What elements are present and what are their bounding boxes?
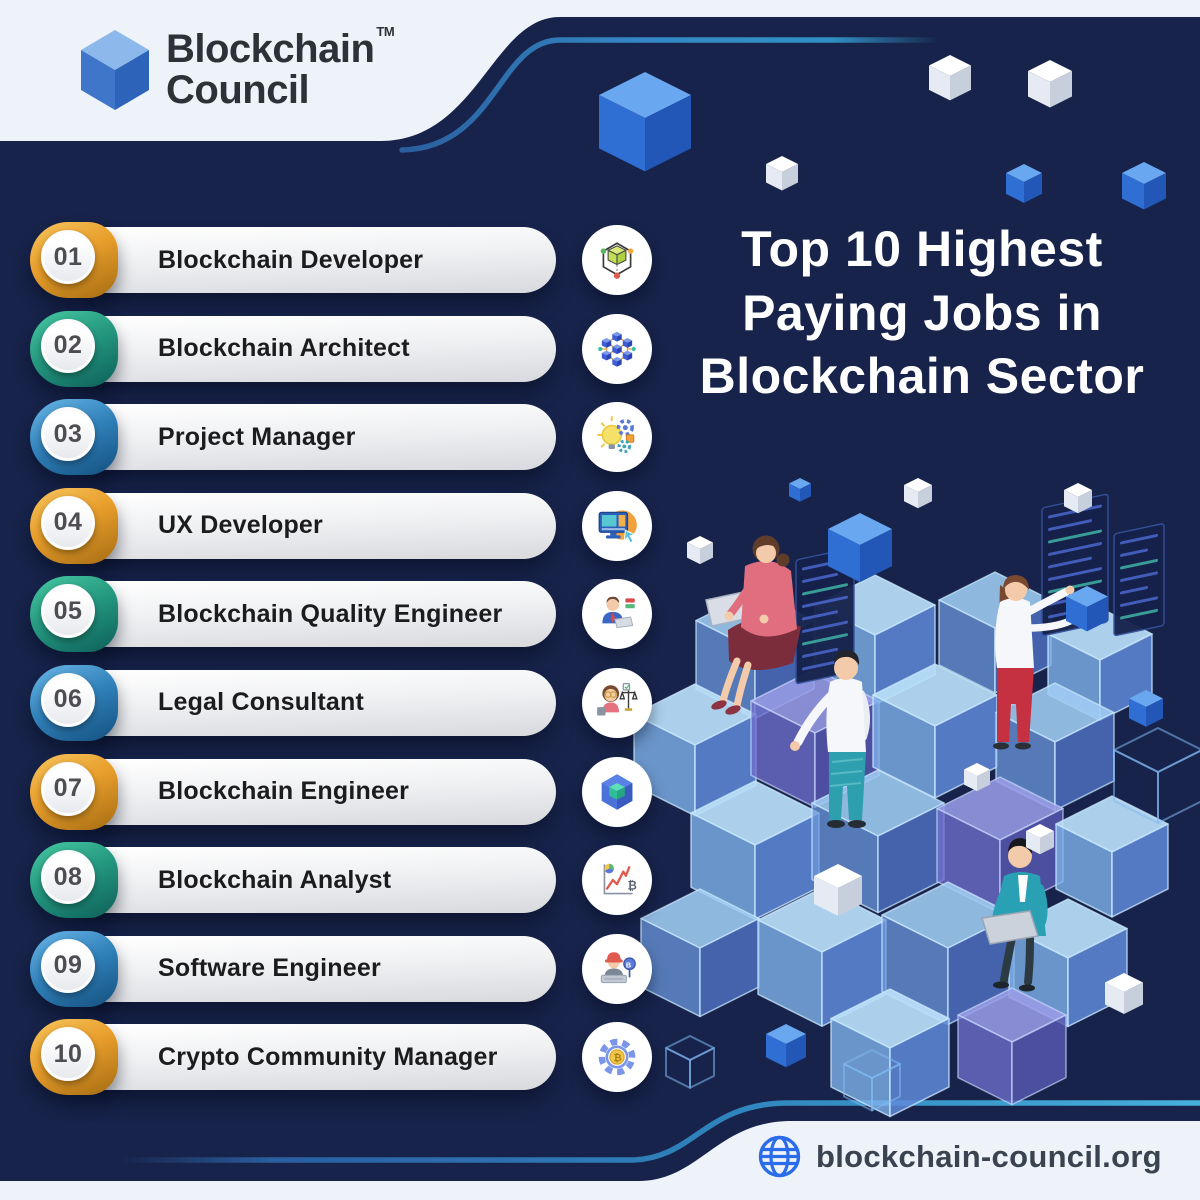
ux-developer-icon — [582, 490, 652, 561]
crypto-community-manager-icon: ₿ — [582, 1022, 652, 1093]
blockchain-architect-icon — [582, 313, 652, 384]
job-pill: Blockchain Developer — [74, 227, 556, 293]
job-row-05: Blockchain Quality Engineer 05 — [22, 576, 652, 653]
job-number-badge: 08 — [41, 850, 95, 905]
legal-consultant-icon — [582, 667, 652, 738]
project-manager-icon — [582, 402, 652, 473]
blockchain-analyst-icon: ₿ — [582, 845, 652, 916]
title-line-3: Blockchain Sector — [699, 348, 1145, 404]
job-pill: Crypto Community Manager — [74, 1024, 556, 1091]
jobs-list: Blockchain Developer 01 Blockchain Archi… — [22, 222, 652, 1096]
job-pill: Blockchain Architect — [74, 315, 556, 382]
website-url: blockchain-council.org — [816, 1138, 1162, 1174]
top-accent-line — [399, 37, 938, 153]
job-number-badge: 01 — [41, 230, 95, 284]
job-row-10: Crypto Community Manager 10 ₿ — [22, 1019, 652, 1096]
job-label: Crypto Community Manager — [158, 1042, 498, 1071]
job-label: Software Engineer — [158, 954, 381, 983]
blue-cube-logo-icon — [81, 30, 149, 110]
job-label: Project Manager — [158, 422, 356, 451]
page-title: Top 10 Highest Paying Jobs in Blockchain… — [672, 218, 1172, 409]
job-label: Blockchain Quality Engineer — [158, 599, 503, 628]
title-line-2: Paying Jobs in — [742, 284, 1102, 341]
job-number-badge: 10 — [41, 1027, 95, 1082]
job-number-badge: 02 — [41, 318, 95, 373]
job-pill: Legal Consultant — [74, 669, 556, 736]
svg-text:B: B — [626, 960, 631, 969]
job-label: Blockchain Engineer — [158, 777, 410, 806]
job-row-07: Blockchain Engineer 07 — [22, 753, 652, 830]
brand-line1: Blockchain — [166, 27, 375, 72]
job-pill: Blockchain Quality Engineer — [74, 581, 556, 648]
title-line-1: Top 10 Highest — [741, 221, 1103, 277]
job-pill: Software Engineer — [74, 935, 556, 1002]
job-row-03: Project Manager 03 — [22, 399, 652, 476]
globe-icon — [758, 1135, 801, 1178]
job-number-badge: 04 — [41, 495, 95, 550]
blockchain-developer-icon — [582, 225, 652, 295]
job-label: Blockchain Developer — [158, 245, 424, 274]
standing-woman — [993, 575, 1079, 750]
website-footer: blockchain-council.org — [757, 1134, 1162, 1179]
job-row-08: Blockchain Analyst 08 ₿ — [22, 842, 652, 919]
job-row-04: UX Developer 04 — [22, 487, 652, 564]
job-row-06: Legal Consultant 06 — [22, 664, 652, 741]
job-row-01: Blockchain Developer 01 — [22, 222, 652, 298]
cube-cluster — [633, 571, 1200, 1118]
job-pill: Blockchain Analyst — [74, 847, 556, 914]
job-number-badge: 03 — [41, 407, 95, 462]
brand-line2: Council — [166, 68, 310, 112]
job-label: Blockchain Architect — [158, 334, 410, 363]
software-engineer-icon: B — [582, 933, 652, 1004]
quality-engineer-icon — [582, 579, 652, 650]
job-row-02: Blockchain Architect 02 — [22, 310, 652, 387]
job-row-09: Software Engineer 09 B — [22, 930, 652, 1007]
sitting-man — [981, 838, 1048, 992]
job-label: Legal Consultant — [158, 688, 364, 717]
standing-man — [790, 650, 870, 828]
job-label: Blockchain Analyst — [158, 865, 392, 894]
svg-text:₿: ₿ — [614, 1054, 622, 1065]
data-panels — [795, 493, 1165, 685]
brand-name: Blockchain TM Council — [166, 25, 395, 112]
job-pill: Project Manager — [74, 404, 556, 471]
svg-text:₿: ₿ — [627, 881, 636, 893]
job-number-badge: 09 — [41, 938, 95, 993]
job-label: UX Developer — [158, 511, 323, 540]
sitting-woman — [705, 535, 801, 715]
people — [705, 535, 1079, 992]
brand-header: Blockchain TM Council — [78, 25, 395, 114]
floating-cubes — [599, 55, 1166, 1068]
blockchain-engineer-icon — [582, 756, 652, 827]
job-number-badge: 07 — [41, 761, 95, 816]
job-number-badge: 06 — [41, 672, 95, 727]
job-number-badge: 05 — [41, 584, 95, 639]
job-pill: Blockchain Engineer — [74, 758, 556, 825]
trademark: TM — [376, 24, 395, 40]
job-pill: UX Developer — [74, 492, 556, 559]
